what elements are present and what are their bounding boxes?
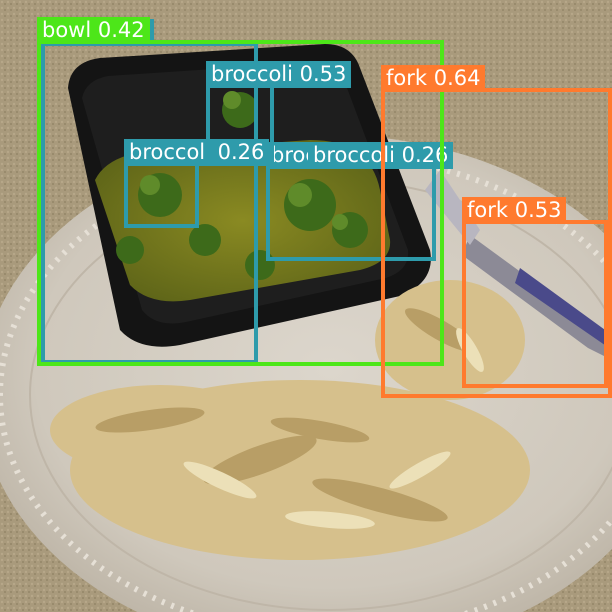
detection-box-broccoli-0-26-a: broccoli 0.26	[124, 139, 270, 228]
detection-box-broccoli-0-53: broccoli 0.53	[206, 61, 352, 164]
detection-label: broccoli 0.53	[206, 61, 352, 88]
fork-tines	[425, 170, 480, 245]
detection-label: bowl 0.42	[37, 17, 150, 44]
detection-label: fork 0.64	[381, 65, 486, 92]
detection-box-broccoli-0-26-c: broccoli 0.26	[308, 142, 480, 208]
detection-label: fork 0.53	[462, 197, 567, 224]
detection-box-bowl-0-42: bowl 0.42	[37, 17, 444, 366]
detection-label: broccoli 0.26	[308, 142, 454, 169]
detection-box-fork-0-64: fork 0.64	[381, 65, 612, 398]
detection-label: broccoli 0.26	[124, 139, 270, 166]
detection-box-fork-0-53: fork 0.53	[462, 197, 608, 388]
